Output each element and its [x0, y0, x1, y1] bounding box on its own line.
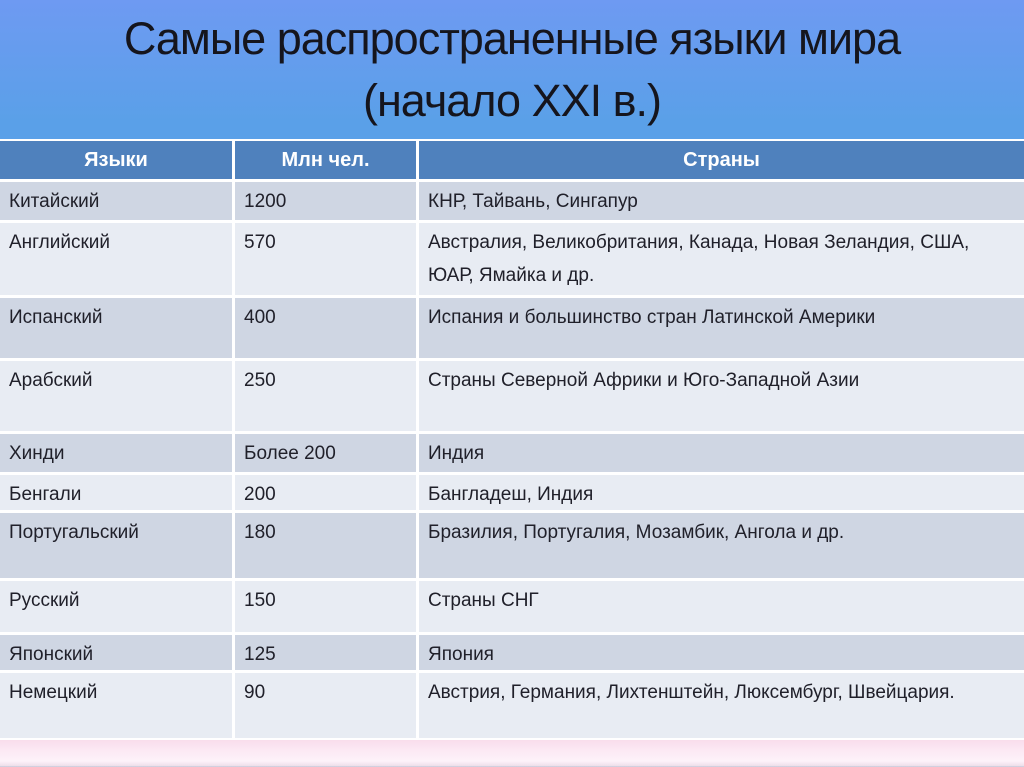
cell-speakers: 90	[235, 673, 416, 738]
cell-language: Хинди	[0, 434, 232, 472]
column-header-languages: Языки	[0, 141, 232, 179]
cell-language: Бенгали	[0, 475, 232, 510]
cell-speakers: 125	[235, 635, 416, 670]
cell-countries: Страны Северной Африки и Юго-Западной Аз…	[419, 361, 1024, 431]
cell-speakers: 250	[235, 361, 416, 431]
cell-language: Немецкий	[0, 673, 232, 738]
cell-language: Английский	[0, 223, 232, 295]
cell-speakers: 150	[235, 581, 416, 632]
cell-language: Японский	[0, 635, 232, 670]
cell-speakers: Более 200	[235, 434, 416, 472]
cell-countries: Япония	[419, 635, 1024, 670]
cell-countries: Австралия, Великобритания, Канада, Новая…	[419, 223, 1024, 295]
cell-countries: Бангладеш, Индия	[419, 475, 1024, 510]
cell-countries: Австрия, Германия, Лихтенштейн, Люксембу…	[419, 673, 1024, 738]
cell-language: Русский	[0, 581, 232, 632]
cell-countries: Бразилия, Португалия, Мозамбик, Ангола и…	[419, 513, 1024, 578]
cell-speakers: 400	[235, 298, 416, 358]
cell-language: Арабский	[0, 361, 232, 431]
cell-language: Испанский	[0, 298, 232, 358]
cell-speakers: 180	[235, 513, 416, 578]
cell-speakers: 1200	[235, 182, 416, 220]
cell-countries: КНР, Тайвань, Сингапур	[419, 182, 1024, 220]
cell-countries: Страны СНГ	[419, 581, 1024, 632]
languages-table: Языки Млн чел. Страны Китайский 1200 КНР, …	[0, 139, 1024, 740]
cell-speakers: 570	[235, 223, 416, 295]
column-header-speakers: Млн чел.	[235, 141, 416, 179]
cell-language: Китайский	[0, 182, 232, 220]
title-area: Самые распространенные языки мира (начал…	[0, 0, 1024, 139]
cell-countries: Испания и большинство стран Латинской Ам…	[419, 298, 1024, 358]
column-header-countries: Страны	[419, 141, 1024, 179]
footer-strip	[0, 740, 1024, 767]
slide-title: Самые распространенные языки мира (начал…	[123, 13, 901, 126]
cell-speakers: 200	[235, 475, 416, 510]
cell-language: Португальский	[0, 513, 232, 578]
cell-countries: Индия	[419, 434, 1024, 472]
